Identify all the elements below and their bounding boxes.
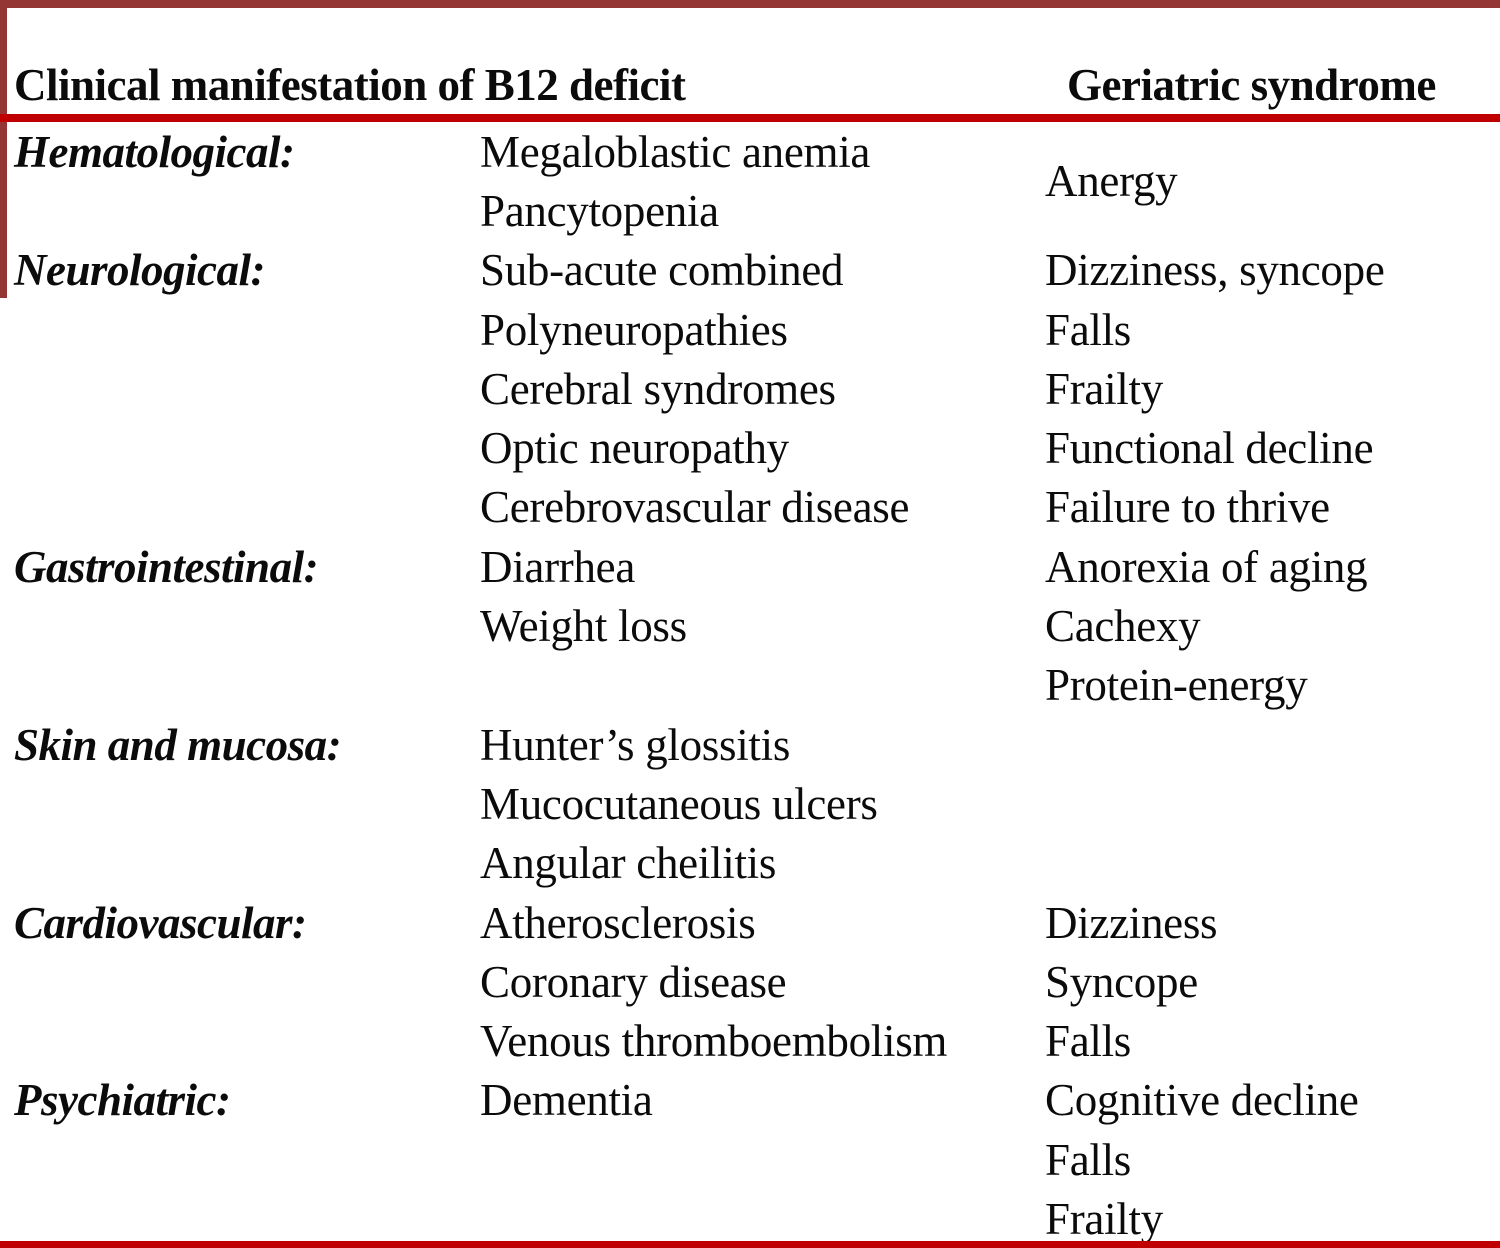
manifestation-cell: Pancytopenia <box>480 185 719 236</box>
category-column: Cardiovascular: <box>0 893 480 1071</box>
header-underline <box>0 114 1500 122</box>
syndrome-column: Cognitive decline Falls Frailty <box>1045 1071 1500 1248</box>
category-cell: Cardiovascular: <box>14 897 307 948</box>
syndrome-cell: Frailty <box>1045 363 1163 414</box>
syndrome-cell: Frailty <box>1045 1193 1163 1244</box>
table-bottom-border <box>0 1241 1500 1248</box>
syndrome-cell: Dizziness <box>1045 897 1218 948</box>
category-cell <box>0 1011 480 1070</box>
category-cell <box>0 1130 480 1189</box>
table-left-border <box>0 0 7 298</box>
manifestation-column: Sub-acute combined Polyneuropathies Cerebr… <box>480 241 1045 537</box>
syndrome-column: Anergy <box>1045 122 1500 241</box>
manifestation-cell: Atherosclerosis <box>480 897 756 948</box>
manifestation-cell: Mucocutaneous ulcers <box>480 778 878 829</box>
manifestation-cell: Weight loss <box>480 601 687 652</box>
category-cell: Neurological: <box>14 245 265 296</box>
category-column: Neurological: <box>0 241 480 537</box>
syndrome-cell: Syncope <box>1045 956 1198 1007</box>
manifestation-cell: Dementia <box>480 1075 653 1126</box>
category-cell: Gastrointestinal: <box>14 541 319 592</box>
category-cell <box>0 952 480 1011</box>
syndrome-cell: Falls <box>1045 1134 1132 1185</box>
manifestation-column: Hunter’s glossitis Mucocutaneous ulcers An… <box>480 715 1045 893</box>
manifestation-cell: Cerebrovascular disease <box>480 482 910 533</box>
table-top-border <box>0 0 1500 8</box>
table-group-1: Neurological: Sub-acute combined Polyneuro… <box>0 241 1500 537</box>
syndrome-cell <box>1045 715 1500 774</box>
category-cell <box>0 359 480 418</box>
category-cell: Psychiatric: <box>14 1075 231 1126</box>
table-group-2: Gastrointestinal: Diarrhea Weight loss Anor… <box>0 537 1500 715</box>
manifestation-column: Megaloblastic anemia Pancytopenia <box>480 122 1045 241</box>
category-cell <box>0 1189 480 1248</box>
syndrome-cell: Falls <box>1045 1016 1132 1067</box>
syndrome-cell: Anergy <box>1045 156 1178 207</box>
category-column: Gastrointestinal: <box>0 537 480 715</box>
syndrome-column: Dizziness Syncope Falls <box>1045 893 1500 1071</box>
category-column: Psychiatric: <box>0 1071 480 1248</box>
syndrome-column-header: Geriatric syndrome <box>1067 60 1436 110</box>
category-cell: Skin and mucosa: <box>14 719 342 770</box>
syndrome-cell: Failure to thrive <box>1045 482 1330 533</box>
category-column: Skin and mucosa: <box>0 715 480 893</box>
syndrome-cell <box>1045 834 1500 893</box>
syndrome-column <box>1045 715 1500 893</box>
table-group-0: Hematological: Megaloblastic anemia Pancyt… <box>0 122 1500 241</box>
syndrome-cell: Functional decline <box>1045 423 1374 474</box>
manifestation-cell <box>480 656 1045 715</box>
category-column: Hematological: <box>0 122 480 241</box>
category-cell <box>0 834 480 893</box>
syndrome-cell: Falls <box>1045 304 1132 355</box>
manifestation-cell: Hunter’s glossitis <box>480 719 791 770</box>
manifestation-column: Atherosclerosis Coronary disease Venous th… <box>480 893 1045 1071</box>
syndrome-cell <box>1045 774 1500 833</box>
manifestation-cell: Optic neuropathy <box>480 423 789 474</box>
manifestation-column: Dementia <box>480 1071 1045 1248</box>
table-body: Hematological: Megaloblastic anemia Pancyt… <box>0 122 1500 1248</box>
syndrome-cell: Anorexia of aging <box>1045 541 1368 592</box>
syndrome-column: Anorexia of aging Cachexy Protein-energy <box>1045 537 1500 715</box>
category-cell <box>0 418 480 477</box>
manifestation-cell: Polyneuropathies <box>480 304 788 355</box>
syndrome-column: Dizziness, syncope Falls Frailty Functional… <box>1045 241 1500 537</box>
category-cell <box>0 596 480 655</box>
manifestation-cell: Megaloblastic anemia <box>480 126 871 177</box>
manifestation-cell <box>480 1130 1045 1189</box>
manifestation-cell: Sub-acute combined <box>480 245 844 296</box>
manifestation-cell <box>480 1189 1045 1248</box>
syndrome-cell: Protein-energy <box>1045 660 1308 711</box>
category-cell <box>0 774 480 833</box>
category-cell <box>0 300 480 359</box>
syndrome-cell: Dizziness, syncope <box>1045 245 1385 296</box>
manifestation-cell: Cerebral syndromes <box>480 363 836 414</box>
category-cell <box>0 478 480 537</box>
manifestation-cell: Angular cheilitis <box>480 838 777 889</box>
syndrome-cell: Cognitive decline <box>1045 1075 1359 1126</box>
manifestation-cell: Coronary disease <box>480 956 787 1007</box>
category-cell <box>0 656 480 715</box>
manifestation-column: Diarrhea Weight loss <box>480 537 1045 715</box>
table-group-3: Skin and mucosa: Hunter’s glossitis Mucocu… <box>0 715 1500 893</box>
table-group-5: Psychiatric: Dementia Cognitive decline Fal… <box>0 1071 1500 1248</box>
category-cell <box>0 181 480 240</box>
manifestation-column-header: Clinical manifestation of B12 deficit <box>14 60 686 110</box>
manifestation-cell: Venous thromboembolism <box>480 1016 948 1067</box>
category-cell: Hematological: <box>14 126 295 177</box>
table-header-row: Clinical manifestation of B12 deficit Ge… <box>0 8 1500 114</box>
manifestation-cell: Diarrhea <box>480 541 635 592</box>
syndrome-cell: Cachexy <box>1045 601 1201 652</box>
table-group-4: Cardiovascular: Atherosclerosis Coronary d… <box>0 893 1500 1071</box>
